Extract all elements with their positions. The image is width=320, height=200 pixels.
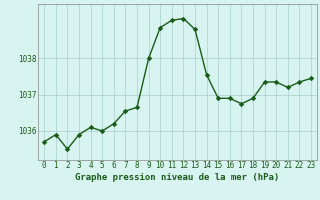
X-axis label: Graphe pression niveau de la mer (hPa): Graphe pression niveau de la mer (hPa) xyxy=(76,173,280,182)
